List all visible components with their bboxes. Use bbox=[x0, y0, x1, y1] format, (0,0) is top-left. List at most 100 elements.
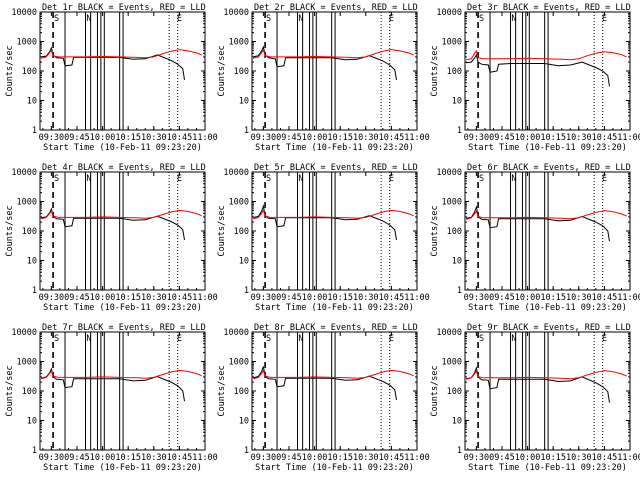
panel-title: Det_5r BLACK = Events, RED = LLD bbox=[254, 163, 418, 173]
top-marker-label: E bbox=[177, 14, 182, 24]
series-line-events bbox=[252, 366, 397, 400]
y-tick-label: 10 bbox=[27, 97, 37, 107]
y-tick-label: 10000 bbox=[436, 328, 462, 338]
x-axis-label: Start Time (10-Feb-11 09:23:20) bbox=[468, 303, 627, 313]
detector-panel-2: Det_2r BLACK = Events, RED = LLD 1 10 100 10… bbox=[217, 3, 430, 153]
y-tick-label: 10000 bbox=[223, 328, 249, 338]
x-tick-label: 10:00 bbox=[90, 453, 116, 463]
x-tick-label: 11:00 bbox=[617, 453, 640, 463]
y-axis-label: Counts/sec bbox=[430, 205, 440, 256]
detector-panel-7: Det_7r BLACK = Events, RED = LLD 1 10 100 10… bbox=[5, 323, 218, 473]
x-tick-label: 10:30 bbox=[141, 293, 167, 303]
series-line-events bbox=[253, 204, 397, 240]
x-tick-label: 10:15 bbox=[540, 133, 566, 143]
series-line-lld bbox=[40, 369, 202, 380]
y-tick-label: 1000 bbox=[229, 358, 249, 368]
x-tick-label: 10:15 bbox=[327, 453, 353, 463]
y-tick-label: 1 bbox=[32, 126, 37, 136]
top-marker-label: S bbox=[479, 14, 484, 24]
detector-panel-6: Det_6r BLACK = Events, RED = LLD 1 10 100 10… bbox=[430, 163, 640, 313]
x-tick-label: 10:00 bbox=[90, 293, 116, 303]
panel-title: Det_6r BLACK = Events, RED = LLD bbox=[467, 163, 631, 173]
top-marker-label: E bbox=[602, 174, 607, 184]
x-tick-label: 09:45 bbox=[64, 133, 90, 143]
x-tick-label: 11:00 bbox=[404, 453, 430, 463]
y-tick-label: 1000 bbox=[229, 38, 249, 48]
panel-title: Det_7r BLACK = Events, RED = LLD bbox=[42, 323, 206, 333]
x-tick-label: 10:15 bbox=[540, 293, 566, 303]
y-tick-label: 10 bbox=[27, 257, 37, 267]
detector-panel-4: Det_4r BLACK = Events, RED = LLD 1 10 100 10… bbox=[5, 163, 218, 313]
y-tick-label: 10 bbox=[239, 257, 249, 267]
top-marker-label: E bbox=[602, 14, 607, 24]
top-marker-label: S bbox=[266, 174, 271, 184]
y-tick-label: 10 bbox=[27, 417, 37, 427]
top-marker-label: E bbox=[389, 174, 394, 184]
y-axis-label: Counts/sec bbox=[430, 45, 440, 96]
panel-title: Det_1r BLACK = Events, RED = LLD bbox=[42, 3, 206, 13]
x-axis-label: Start Time (10-Feb-11 09:23:20) bbox=[468, 463, 627, 473]
y-tick-label: 10000 bbox=[436, 8, 462, 18]
x-tick-label: 09:45 bbox=[489, 453, 515, 463]
y-tick-label: 1000 bbox=[229, 198, 249, 208]
panel-title: Det_8r BLACK = Events, RED = LLD bbox=[254, 323, 418, 333]
x-tick-label: 10:45 bbox=[379, 293, 405, 303]
panel-title: Det_3r BLACK = Events, RED = LLD bbox=[467, 3, 631, 13]
y-tick-label: 100 bbox=[234, 387, 249, 397]
x-tick-label: 10:30 bbox=[353, 133, 379, 143]
y-tick-label: 1 bbox=[244, 446, 249, 456]
series-line-events bbox=[466, 205, 610, 242]
y-tick-label: 100 bbox=[22, 387, 37, 397]
series-line-lld bbox=[40, 49, 202, 59]
series-line-lld bbox=[252, 48, 414, 59]
series-line-lld bbox=[465, 210, 627, 220]
x-tick-label: 10:30 bbox=[353, 453, 379, 463]
top-marker-label: S bbox=[479, 334, 484, 344]
top-marker-label: N bbox=[86, 174, 91, 184]
x-tick-label: 11:00 bbox=[404, 293, 430, 303]
x-tick-label: 10:30 bbox=[566, 293, 592, 303]
y-tick-label: 10000 bbox=[436, 168, 462, 178]
series-line-lld bbox=[466, 49, 627, 61]
panel-title: Det_9r BLACK = Events, RED = LLD bbox=[467, 323, 631, 333]
detector-panel-3: Det_3r BLACK = Events, RED = LLD 1 10 100 10… bbox=[430, 3, 640, 153]
x-tick-label: 10:45 bbox=[167, 453, 193, 463]
x-tick-label: 10:00 bbox=[515, 133, 541, 143]
x-tick-label: 09:30 bbox=[464, 453, 490, 463]
y-tick-label: 1 bbox=[244, 286, 249, 296]
y-tick-label: 1 bbox=[32, 286, 37, 296]
x-tick-label: 10:45 bbox=[167, 293, 193, 303]
y-tick-label: 100 bbox=[22, 227, 37, 237]
x-tick-label: 10:45 bbox=[167, 133, 193, 143]
series-line-lld bbox=[465, 370, 627, 380]
x-tick-label: 10:45 bbox=[379, 453, 405, 463]
x-tick-label: 10:00 bbox=[90, 133, 116, 143]
y-axis-label: Counts/sec bbox=[217, 365, 227, 416]
top-marker-label: N bbox=[86, 14, 91, 24]
x-tick-label: 09:45 bbox=[64, 453, 90, 463]
y-tick-label: 10000 bbox=[11, 328, 37, 338]
y-tick-label: 1 bbox=[32, 446, 37, 456]
y-tick-label: 10 bbox=[239, 417, 249, 427]
x-tick-label: 10:30 bbox=[566, 453, 592, 463]
y-tick-label: 100 bbox=[234, 67, 249, 77]
x-tick-label: 10:00 bbox=[302, 453, 328, 463]
top-marker-label: E bbox=[602, 334, 607, 344]
y-tick-label: 100 bbox=[447, 227, 462, 237]
series-line-lld bbox=[252, 209, 414, 220]
y-tick-label: 10 bbox=[452, 97, 462, 107]
top-marker-label: E bbox=[177, 334, 182, 344]
top-marker-label: N bbox=[298, 334, 303, 344]
x-axis-label: Start Time (10-Feb-11 09:23:20) bbox=[255, 143, 414, 153]
top-marker-label: S bbox=[479, 174, 484, 184]
detector-panel-9: Det_9r BLACK = Events, RED = LLD 1 10 100 10… bbox=[430, 323, 640, 473]
detector-panel-8: Det_8r BLACK = Events, RED = LLD 1 10 100 10… bbox=[217, 323, 430, 473]
y-axis-label: Counts/sec bbox=[5, 205, 15, 256]
x-tick-label: 10:15 bbox=[115, 133, 141, 143]
top-marker-label: E bbox=[177, 174, 182, 184]
x-tick-label: 09:30 bbox=[39, 453, 65, 463]
x-tick-label: 11:00 bbox=[192, 293, 218, 303]
y-tick-label: 1 bbox=[457, 126, 462, 136]
x-tick-label: 10:30 bbox=[566, 133, 592, 143]
top-marker-label: N bbox=[298, 174, 303, 184]
